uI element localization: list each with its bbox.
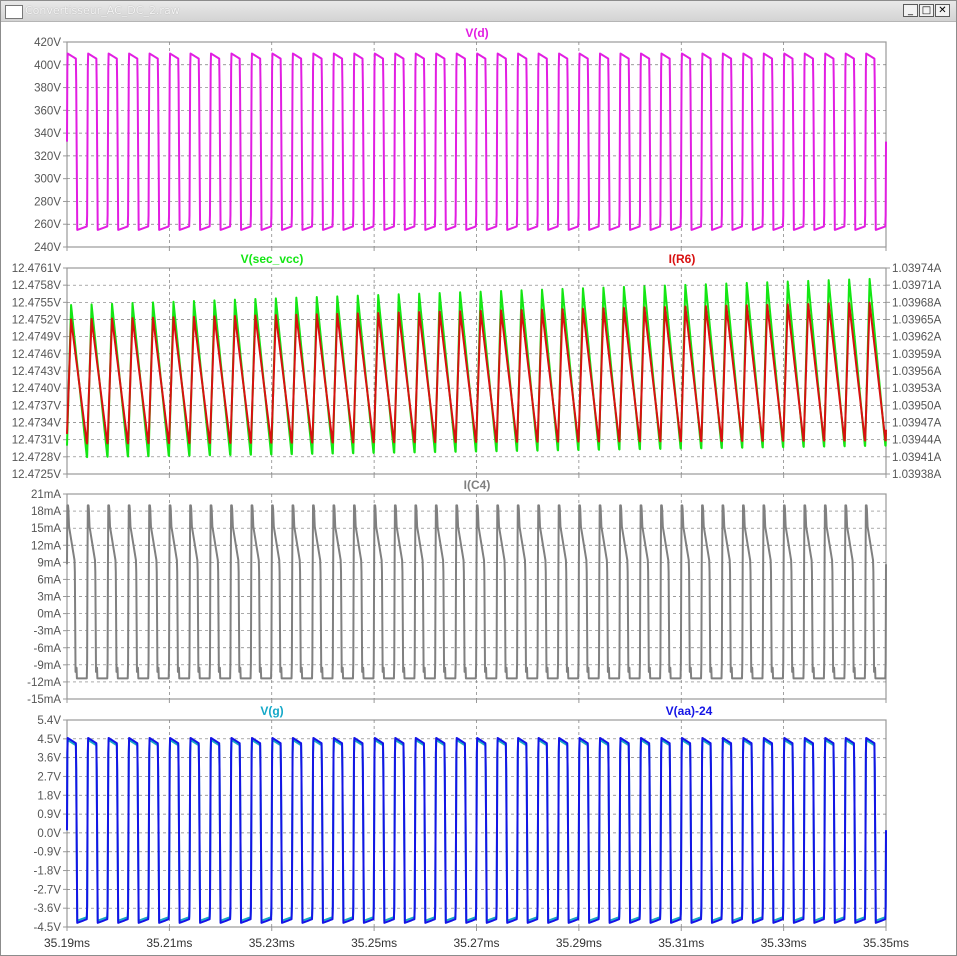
y-tick-label: 18mA (31, 506, 61, 518)
y2-tick-label: 1.03971A (892, 280, 942, 292)
x-tick-label: 35.29ms (556, 936, 602, 950)
close-button[interactable]: ✕ (935, 4, 950, 17)
y-tick-label: -1.8V (34, 866, 62, 878)
trace-v-d-[interactable] (66, 52, 887, 231)
y-tick-label: 12.4758V (12, 280, 62, 292)
pane-ic4: 21mA 18mA 15mA 12mA 9mA 6mA 3mA 0mA -3mA -6mA -9mA… (27, 478, 887, 706)
y-tick-label: 240V (34, 242, 61, 254)
y-tick-label: 0.9V (37, 809, 61, 821)
y-tick-label: -2.7V (34, 884, 62, 896)
y2-tick-label: 1.03974A (892, 263, 942, 275)
y-tick-label: 9mA (37, 557, 61, 569)
trace-v-aa-24[interactable] (66, 736, 887, 924)
trace-i-c4-[interactable] (66, 504, 887, 680)
y-tick-label: -12mA (27, 677, 61, 689)
y2-tick-label: 1.03968A (892, 297, 942, 309)
x-tick-label: 35.33ms (761, 936, 807, 950)
y-tick-label: 12.4761V (12, 263, 62, 275)
y-tick-label: -3mA (34, 626, 62, 638)
y2-tick-label: 1.03944A (892, 435, 942, 447)
y2-tick-label: 1.03941A (892, 452, 942, 464)
minimize-button[interactable]: _ (903, 4, 918, 17)
y-tick-label: 12.4725V (12, 469, 62, 481)
x-tick-label: 35.27ms (453, 936, 499, 950)
y-tick-label: 3mA (37, 592, 61, 604)
y-tick-label: 21mA (31, 489, 61, 501)
y-tick-label: -4.5V (34, 922, 62, 934)
y-tick-label: 5.4V (37, 715, 61, 727)
y-tick-label: 300V (34, 174, 61, 186)
maximize-button[interactable]: □ (919, 4, 934, 17)
y-tick-label: 340V (34, 128, 61, 140)
x-tick-label: 35.19ms (44, 936, 90, 950)
trace-label[interactable]: V(d) (465, 26, 488, 40)
y-tick-label: 320V (34, 151, 61, 163)
y-tick-label: 12.4734V (12, 418, 62, 430)
y2-tick-label: 1.03956A (892, 366, 942, 378)
y-tick-label: 400V (34, 60, 61, 72)
x-tick-label: 35.25ms (351, 936, 397, 950)
y-tick-label: 12.4731V (12, 435, 62, 447)
y-tick-label: 12mA (31, 540, 61, 552)
y2-tick-label: 1.03953A (892, 383, 942, 395)
y-tick-label: 3.6V (37, 753, 61, 765)
trace-label[interactable]: I(C4) (464, 478, 491, 492)
trace-label[interactable]: V(aa)-24 (666, 704, 713, 718)
y-tick-label: 280V (34, 196, 61, 208)
y-tick-label: 12.4737V (12, 400, 62, 412)
y-tick-label: -9mA (34, 660, 62, 672)
y2-tick-label: 1.03959A (892, 349, 942, 361)
y2-tick-label: 1.03962A (892, 332, 942, 344)
y-tick-label: 12.4752V (12, 315, 62, 327)
x-tick-label: 35.35ms (863, 936, 909, 950)
y2-tick-label: 1.03950A (892, 400, 942, 412)
trace-i-r6-[interactable] (66, 301, 887, 445)
trace-label[interactable]: V(sec_vcc) (241, 252, 304, 266)
y-tick-label: -0.9V (34, 847, 62, 859)
y-tick-label: 6mA (37, 574, 61, 586)
y-tick-label: 12.4755V (12, 297, 62, 309)
y-tick-label: 0mA (37, 609, 61, 621)
x-axis: 35.19ms 35.21ms 35.23ms 35.25ms 35.27ms 35.29… (44, 936, 909, 950)
y-tick-label: 0.0V (37, 828, 61, 840)
y-tick-label: 2.7V (37, 771, 61, 783)
y-tick-label: 12.4743V (12, 366, 62, 378)
window-title: Convertisseur_AC_DC_2.raw (25, 4, 180, 17)
y-tick-label: 4.5V (37, 734, 61, 746)
y2-tick-label: 1.03965A (892, 315, 942, 327)
trace-label[interactable]: I(R6) (669, 252, 696, 266)
y-tick-label: 420V (34, 37, 61, 49)
y-tick-label: 12.4746V (12, 349, 62, 361)
waveform-viewer-icon (5, 5, 23, 19)
y-tick-label: 12.4740V (12, 383, 62, 395)
x-tick-label: 35.31ms (658, 936, 704, 950)
y-tick-label: -15mA (27, 694, 61, 706)
y-tick-label: 260V (34, 219, 61, 231)
trace-label[interactable]: V(g) (260, 704, 283, 718)
y2-tick-label: 1.03947A (892, 418, 942, 430)
pane-vg-vaa: 5.4V 4.5V 3.6V 2.7V 1.8V 0.9V 0.0V -0.9V -1.8V -2… (34, 704, 887, 934)
y-tick-label: 1.8V (37, 790, 61, 802)
x-tick-label: 35.23ms (249, 936, 295, 950)
y-tick-label: 12.4728V (12, 452, 62, 464)
y-tick-label: 12.4749V (12, 332, 62, 344)
pane-vsec-ir6: 12.4761V 12.4758V 12.4755V 12.4752V 12.4749V… (12, 252, 942, 481)
pane-vd: 420V 400V 380V 360V 340V 320V 300V 280V 260V 240V… (34, 26, 887, 254)
y-tick-label: 15mA (31, 523, 61, 535)
y-tick-label: -3.6V (34, 903, 62, 915)
y-tick-label: -6mA (34, 643, 62, 655)
x-tick-label: 35.21ms (146, 936, 192, 950)
y-tick-label: 380V (34, 83, 61, 95)
y2-tick-label: 1.03938A (892, 469, 942, 481)
y-tick-label: 360V (34, 105, 61, 117)
title-bar[interactable]: Convertisseur_AC_DC_2.raw _ □ ✕ (1, 1, 956, 22)
